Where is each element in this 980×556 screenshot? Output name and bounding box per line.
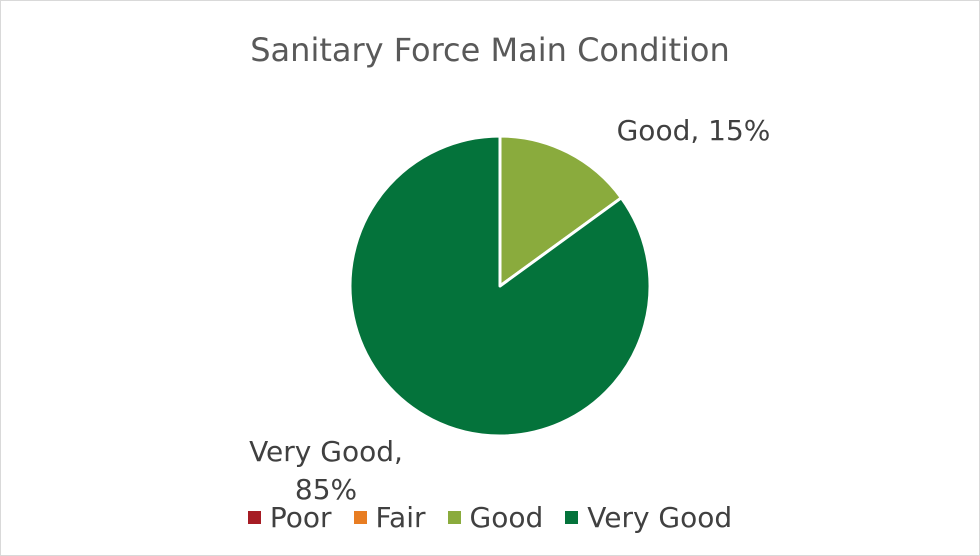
- legend-label: Good: [469, 501, 544, 534]
- legend-label: Very Good: [587, 501, 733, 534]
- data-label: Very Good, 85%: [249, 435, 403, 506]
- chart-title: Sanitary Force Main Condition: [250, 31, 730, 69]
- legend-swatch: [353, 511, 367, 524]
- legend-swatch: [447, 511, 461, 524]
- legend-item: Fair: [353, 501, 426, 534]
- legend-swatch: [565, 511, 579, 524]
- legend-item: Good: [447, 501, 544, 534]
- legend: Poor Fair Good Very Good: [1, 501, 979, 534]
- pie-slice: [348, 134, 652, 438]
- legend-swatch: [247, 511, 261, 524]
- legend-item: Poor: [247, 501, 332, 534]
- legend-item: Very Good: [565, 501, 732, 534]
- legend-label: Poor: [269, 501, 332, 534]
- legend-label: Fair: [375, 501, 426, 534]
- pie-slice: [498, 134, 623, 288]
- data-label: Good, 15%: [616, 114, 771, 147]
